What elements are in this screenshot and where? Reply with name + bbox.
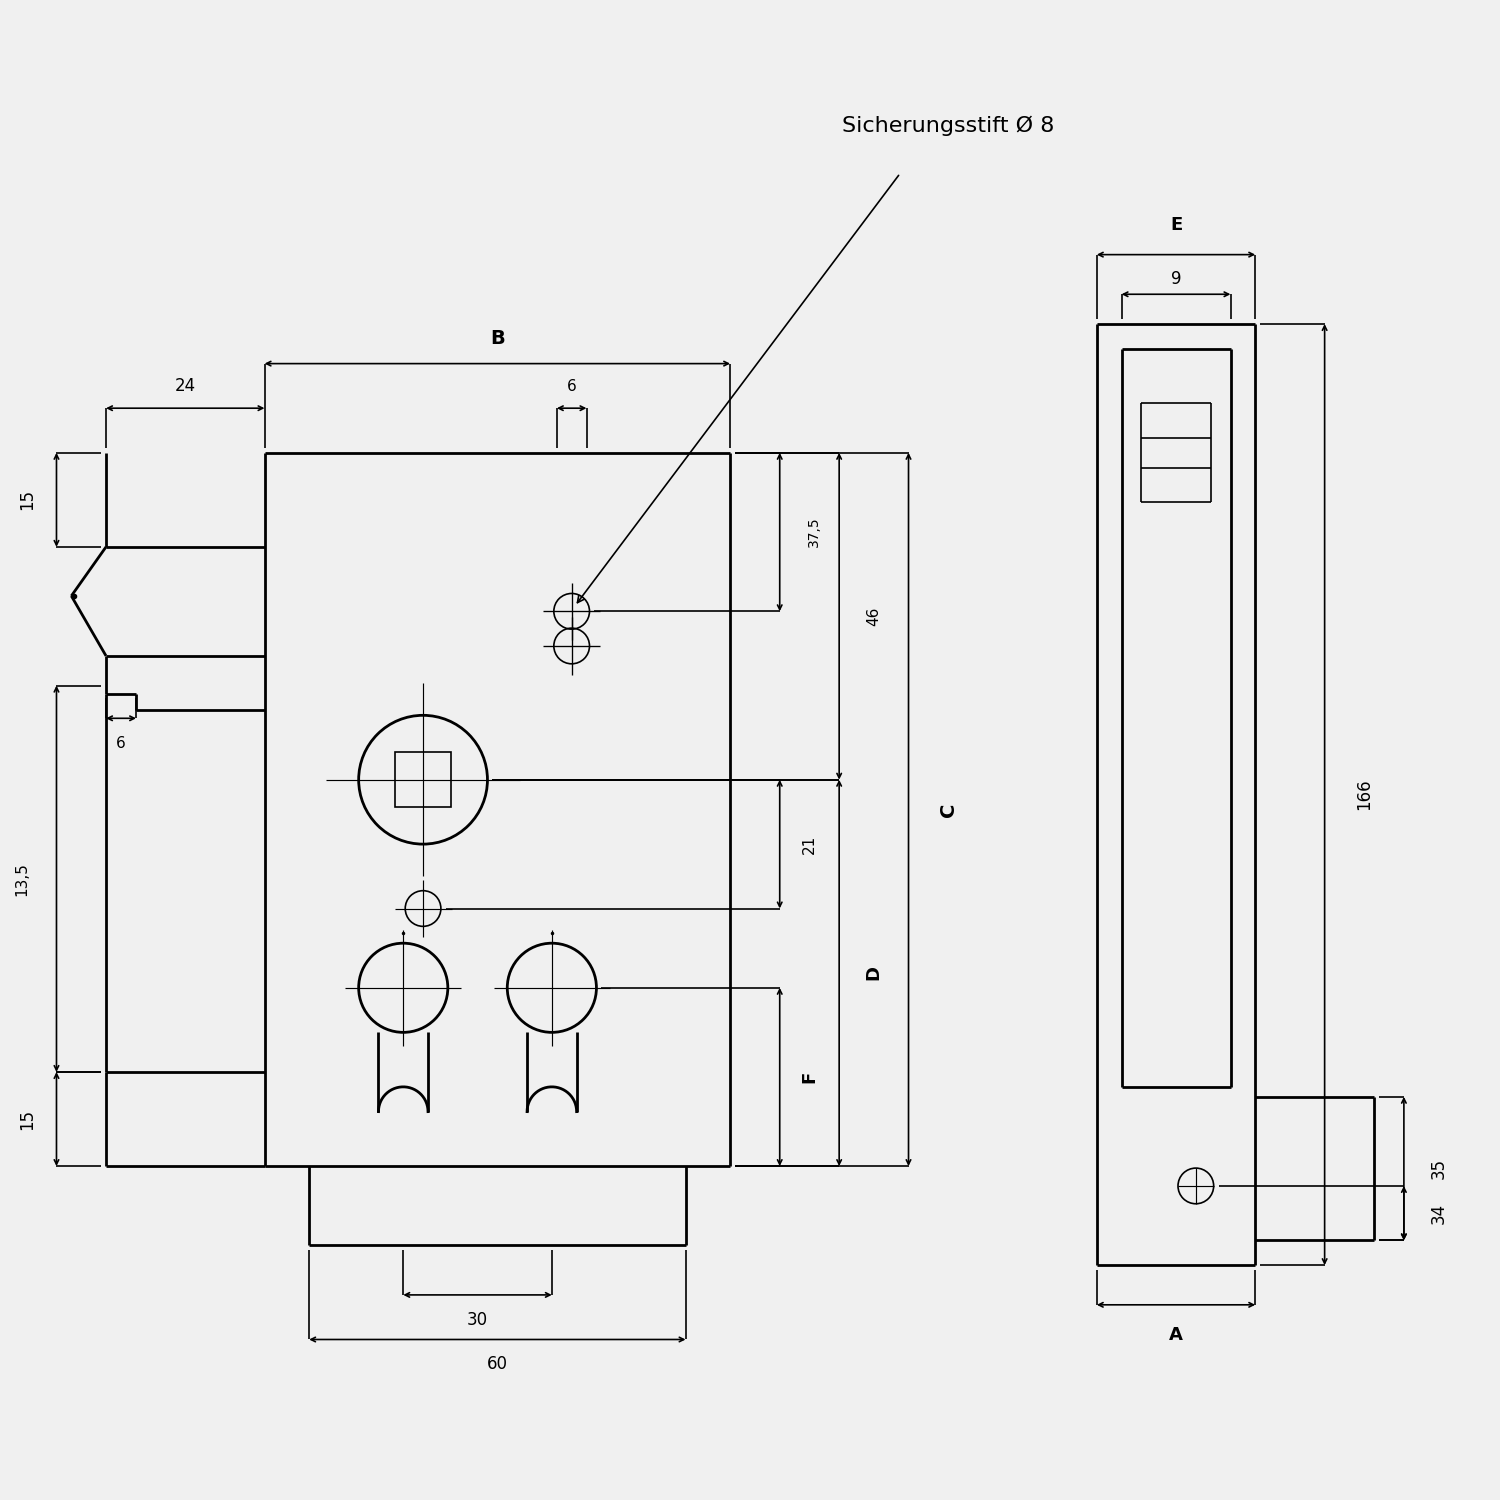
Text: 15: 15 — [18, 1108, 36, 1130]
Text: 9: 9 — [1172, 270, 1182, 288]
Text: C: C — [939, 802, 957, 816]
Text: 46: 46 — [867, 606, 882, 625]
Text: 15: 15 — [18, 489, 36, 510]
Text: E: E — [1170, 216, 1182, 234]
Bar — [396, 752, 451, 807]
Text: A: A — [1168, 1326, 1184, 1344]
Text: D: D — [865, 966, 883, 981]
Text: 6: 6 — [116, 735, 126, 750]
Text: 34: 34 — [1430, 1203, 1448, 1224]
Text: 60: 60 — [488, 1356, 508, 1374]
Text: 6: 6 — [567, 380, 576, 394]
Text: Sicherungsstift Ø 8: Sicherungsstift Ø 8 — [842, 116, 1054, 136]
Text: B: B — [490, 330, 504, 348]
Text: 24: 24 — [174, 378, 196, 396]
Text: 166: 166 — [1356, 778, 1374, 810]
Text: F: F — [801, 1071, 819, 1083]
Text: 37,5: 37,5 — [807, 516, 822, 548]
Text: 21: 21 — [802, 834, 818, 854]
Text: 35: 35 — [1430, 1158, 1448, 1179]
Text: 13,5: 13,5 — [15, 862, 30, 895]
Text: 30: 30 — [466, 1311, 488, 1329]
